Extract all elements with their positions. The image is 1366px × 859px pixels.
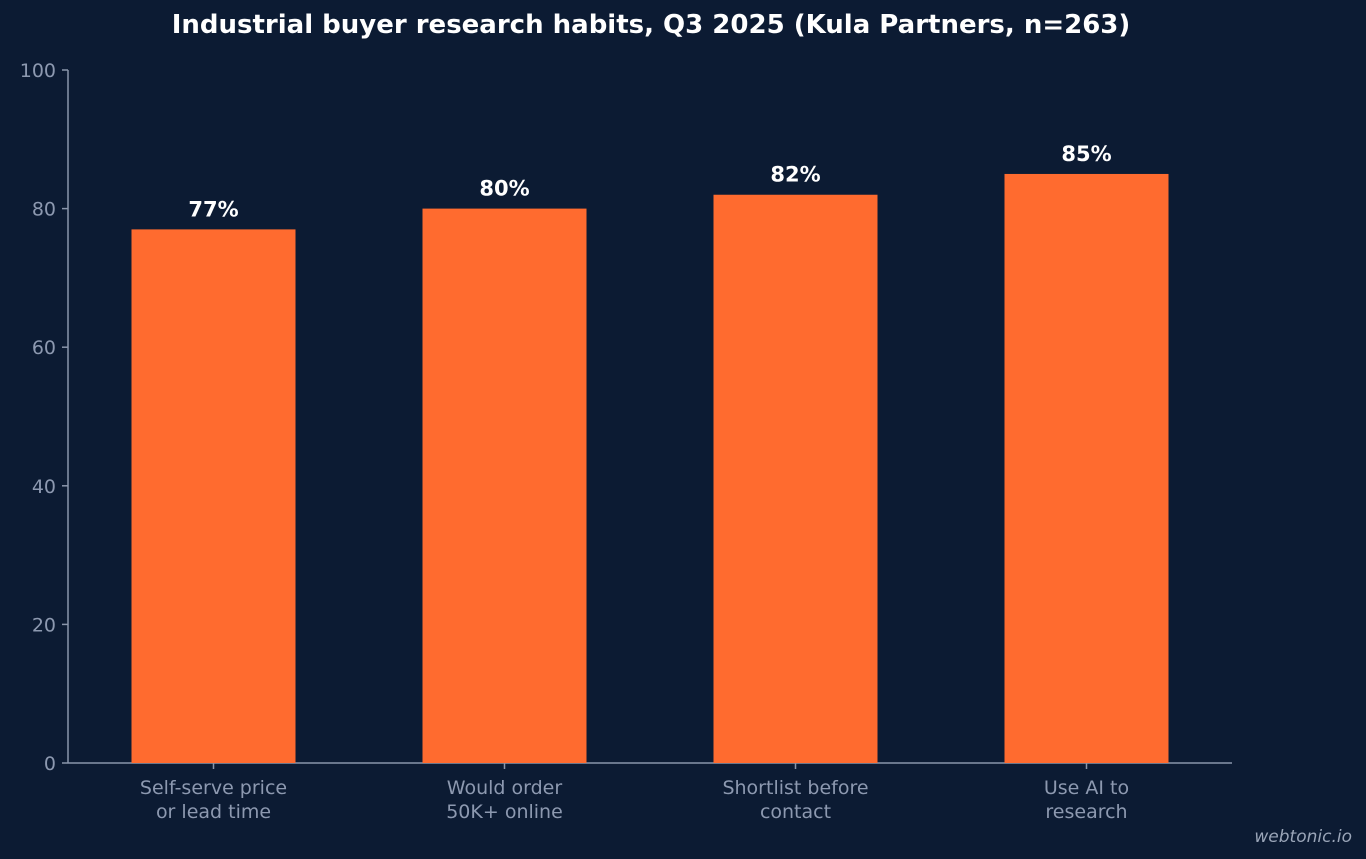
x-tick-label: contact xyxy=(760,801,831,823)
y-tick-label: 100 xyxy=(20,60,56,82)
bar xyxy=(131,229,296,763)
x-tick-label: 50K+ online xyxy=(446,801,563,823)
bar-value-label: 82% xyxy=(770,163,820,187)
y-tick-label: 0 xyxy=(44,753,56,775)
x-tick-label: Shortlist before xyxy=(722,777,868,799)
y-tick-label: 80 xyxy=(32,199,56,221)
bar-value-label: 80% xyxy=(479,177,529,201)
bar xyxy=(422,208,587,764)
bar xyxy=(1004,173,1169,763)
bar-value-label: 77% xyxy=(188,197,238,221)
watermark: webtonic.io xyxy=(1254,827,1352,847)
x-tick-label: Self-serve price xyxy=(140,777,287,799)
x-tick-label: research xyxy=(1045,801,1127,823)
x-tick-label: or lead time xyxy=(156,801,271,823)
bar-value-label: 85% xyxy=(1061,142,1111,166)
x-tick-label: Use AI to xyxy=(1044,777,1129,799)
y-tick-label: 60 xyxy=(32,337,56,359)
bar xyxy=(713,194,878,764)
chart-title: Industrial buyer research habits, Q3 202… xyxy=(171,10,1131,40)
y-tick-label: 20 xyxy=(32,614,56,636)
x-tick-label: Would order xyxy=(447,777,563,799)
y-tick-label: 40 xyxy=(32,476,56,498)
